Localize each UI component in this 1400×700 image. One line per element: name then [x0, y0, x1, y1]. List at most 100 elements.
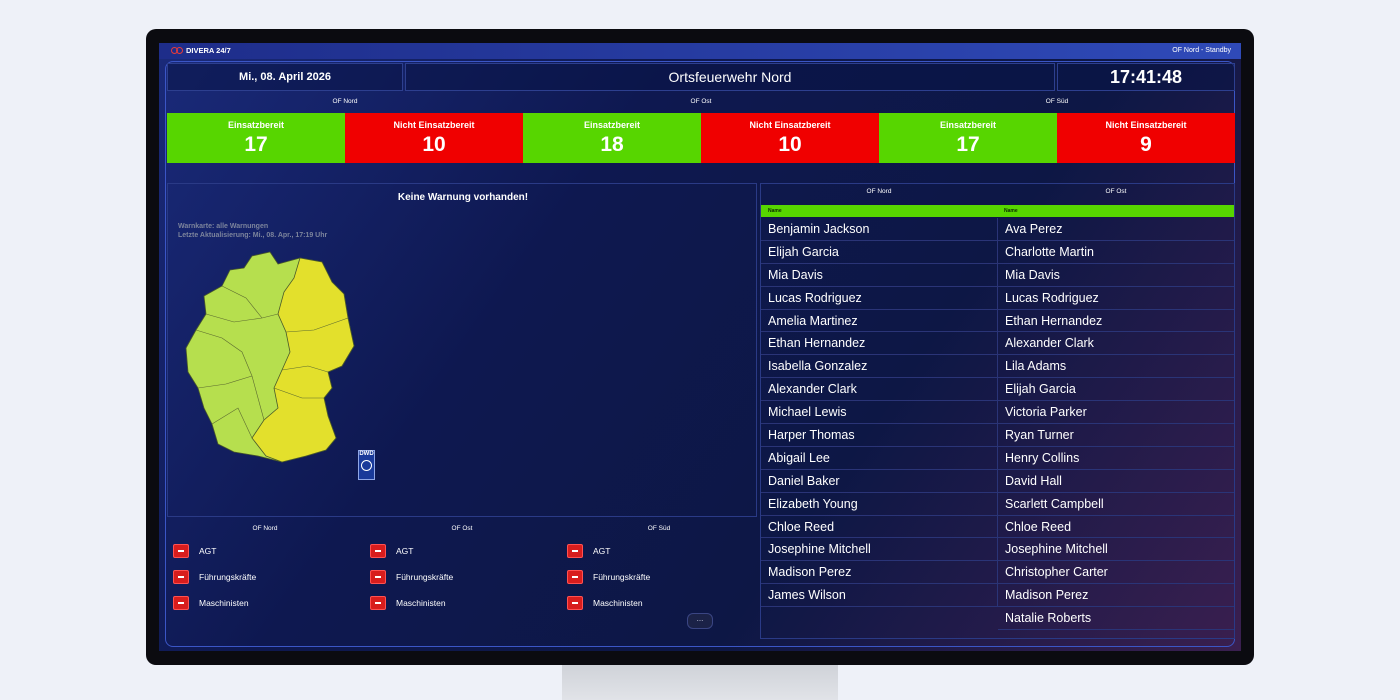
- tile-label: Nicht Einsatzbereit: [1105, 120, 1187, 130]
- roster-row: James Wilson: [761, 584, 997, 608]
- tile-label: Einsatzbereit: [583, 120, 641, 130]
- dwd-label: DWD: [359, 451, 374, 457]
- roster-row: Madison Perez: [761, 561, 997, 585]
- roster-row: Charlotte Martin: [998, 241, 1234, 264]
- roster-row: Josephine Mitchell: [761, 538, 997, 562]
- more-button[interactable]: ...: [687, 613, 713, 629]
- qual-label: AGT: [593, 546, 611, 556]
- roster-row: Isabella Gonzalez: [761, 355, 997, 379]
- roster-row: Elizabeth Young: [761, 493, 997, 516]
- qual-item[interactable]: AGT: [370, 544, 413, 558]
- qual-item[interactable]: AGT: [567, 544, 610, 558]
- monitor-stand: [562, 664, 838, 700]
- map-meta: Warnkarte: alle Warnungen Letzte Aktuali…: [178, 222, 327, 240]
- tile-not-ready-of-nord: Nicht Einsatzbereit 10: [345, 113, 523, 163]
- roster-panel: OF Nord OF Ost Name Name Benjamin Jackso…: [760, 183, 1235, 639]
- tile-value: 18: [600, 133, 624, 156]
- qual-item[interactable]: Maschinisten: [567, 596, 643, 610]
- station-title: Ortsfeuerwehr Nord: [405, 63, 1055, 91]
- roster-group-of-ost: OF Ost: [1105, 188, 1127, 195]
- tile-value: 9: [1140, 133, 1152, 156]
- warning-status: Keine Warnung vorhanden!: [397, 192, 529, 203]
- roster-row: Lucas Rodriguez: [998, 287, 1234, 310]
- tile-label: Einsatzbereit: [227, 120, 285, 130]
- roster-row: Madison Perez: [998, 584, 1234, 608]
- roster-column-of-nord: Benjamin Jackson Elijah Garcia Mia Davis Lu…: [761, 218, 998, 608]
- qual-item[interactable]: Führungskräfte: [173, 570, 256, 584]
- roster-row: Benjamin Jackson: [761, 218, 997, 241]
- qual-label: Maschinisten: [199, 598, 249, 608]
- qual-group-label: OF Süd: [647, 525, 671, 532]
- roster-row: Henry Collins: [998, 447, 1234, 470]
- group-label-of-nord: OF Nord: [332, 98, 358, 105]
- tile-value: 10: [778, 133, 802, 156]
- qual-label: AGT: [396, 546, 414, 556]
- roster-row: Amelia Martinez: [761, 310, 997, 333]
- group-label-of-ost: OF Ost: [690, 98, 712, 105]
- qual-item[interactable]: Führungskräfte: [567, 570, 650, 584]
- qual-item[interactable]: AGT: [173, 544, 216, 558]
- roster-row: Alexander Clark: [998, 332, 1234, 356]
- top-bar: DIVERA 24/7 OF Nord - Standby: [159, 43, 1241, 59]
- qual-label: Führungskräfte: [199, 572, 257, 582]
- qual-label: AGT: [199, 546, 217, 556]
- minus-icon: [567, 544, 583, 558]
- minus-icon: [567, 596, 583, 610]
- dwd-logo: DWD: [358, 450, 375, 480]
- brand-name: DIVERA 24/7: [186, 46, 231, 55]
- minus-icon: [370, 544, 386, 558]
- qual-label: Führungskräfte: [593, 572, 651, 582]
- tile-not-ready-of-sued: Nicht Einsatzbereit 9: [1057, 113, 1235, 163]
- roster-row: Elijah Garcia: [761, 241, 997, 264]
- minus-icon: [173, 570, 189, 584]
- tile-ready-of-ost: Einsatzbereit 18: [523, 113, 701, 163]
- minus-icon: [567, 570, 583, 584]
- qual-item[interactable]: Maschinisten: [370, 596, 446, 610]
- germany-warning-map: [185, 251, 355, 463]
- roster-row: Mia Davis: [761, 264, 997, 287]
- qual-column-of-nord: OF Nord AGT Führungskräfte Maschinisten: [167, 521, 363, 610]
- roster-row: Ethan Hernandez: [998, 310, 1234, 333]
- roster-row: Lucas Rodriguez: [761, 287, 997, 310]
- minus-icon: [173, 544, 189, 558]
- tile-label: Einsatzbereit: [939, 120, 997, 130]
- roster-row: Daniel Baker: [761, 470, 997, 493]
- tile-label: Nicht Einsatzbereit: [749, 120, 831, 130]
- roster-row: Mia Davis: [998, 264, 1234, 287]
- tile-value: 17: [956, 133, 980, 156]
- roster-row: Ava Perez: [998, 218, 1234, 241]
- group-label-of-sued: OF Süd: [1045, 98, 1069, 105]
- qual-group-label: OF Nord: [252, 525, 278, 532]
- roster-header-bar: Name Name: [761, 205, 1234, 217]
- current-date: Mi., 08. April 2026: [167, 63, 403, 91]
- weather-warning-panel: Keine Warnung vorhanden! Warnkarte: alle…: [167, 183, 757, 517]
- brand-logo: DIVERA 24/7: [171, 46, 231, 55]
- roster-row: David Hall: [998, 470, 1234, 493]
- roster-row: Ethan Hernandez: [761, 332, 997, 356]
- qual-column-of-sued: OF Süd AGT Führungskräfte Maschinisten: [561, 521, 757, 610]
- clock: 17:41:48: [1057, 63, 1235, 91]
- qual-label: Maschinisten: [396, 598, 446, 608]
- roster-row: Christopher Carter: [998, 561, 1234, 585]
- dashboard-screen: DIVERA 24/7 OF Nord - Standby Mi., 08. A…: [159, 43, 1241, 651]
- tile-ready-of-nord: Einsatzbereit 17: [167, 113, 345, 163]
- tile-value: 10: [422, 133, 446, 156]
- qual-label: Führungskräfte: [396, 572, 454, 582]
- qual-label: Maschinisten: [593, 598, 643, 608]
- map-meta-type: Warnkarte: alle Warnungen: [178, 223, 269, 230]
- qual-column-of-ost: OF Ost AGT Führungskräfte Maschinisten: [364, 521, 560, 610]
- name-column-header: Name: [768, 208, 782, 214]
- tile-value: 17: [244, 133, 268, 156]
- roster-group-of-nord: OF Nord: [866, 188, 892, 195]
- qual-item[interactable]: Führungskräfte: [370, 570, 453, 584]
- qual-item[interactable]: Maschinisten: [173, 596, 249, 610]
- roster-row: Michael Lewis: [761, 401, 997, 425]
- name-column-header: Name: [1004, 208, 1018, 214]
- dwd-swirl-icon: [361, 460, 372, 471]
- roster-row: Chloe Reed: [761, 516, 997, 539]
- roster-row: Alexander Clark: [761, 378, 997, 402]
- roster-row: Chloe Reed: [998, 516, 1234, 539]
- qualifications-panel: OF Nord AGT Führungskräfte Maschinisten …: [167, 521, 757, 643]
- roster-row: Natalie Roberts: [998, 607, 1234, 631]
- roster-row: Ryan Turner: [998, 424, 1234, 447]
